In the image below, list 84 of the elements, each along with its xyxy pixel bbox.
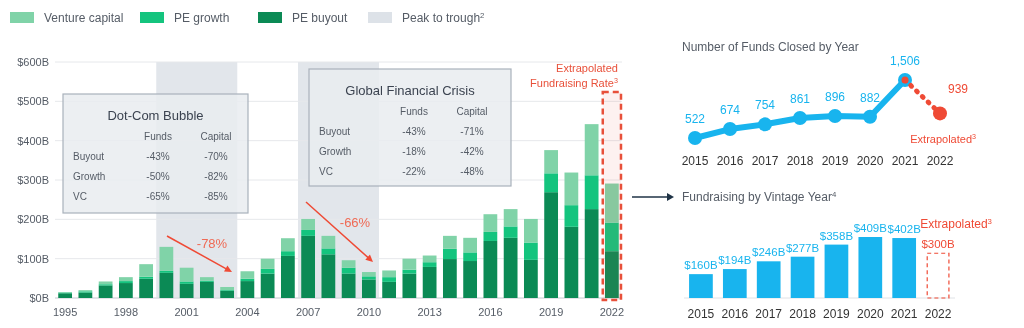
chart-title: Fundraising by Vintage Year$^{4}$ <box>682 189 837 204</box>
x-tick-label: 2017 <box>751 154 779 168</box>
x-tick-label: 2016 <box>721 307 749 321</box>
x-tick-label: 2021 <box>890 307 918 321</box>
category-label: Buyout <box>319 126 351 137</box>
x-tick-label: 2019 <box>538 306 564 318</box>
x-tick-label: 2007 <box>295 306 321 318</box>
series-label: Extrapolated$^{3}$ <box>920 216 992 232</box>
annotation: -78% <box>196 236 228 251</box>
x-tick-label: 2016 <box>716 154 744 168</box>
x-tick-label: 2022 <box>599 306 625 318</box>
y-tick-label: $300B <box>17 173 49 186</box>
x-tick-label: 2020 <box>856 307 884 321</box>
data-label: -48% <box>460 166 484 177</box>
data-label: $409B <box>853 222 888 234</box>
y-tick-label: $500B <box>17 95 49 108</box>
data-label: -42% <box>460 146 484 157</box>
x-tick-label: 1998 <box>113 306 139 318</box>
data-label: -82% <box>204 171 228 182</box>
data-label: -50% <box>146 171 170 182</box>
data-label: $194B <box>718 254 752 267</box>
data-label: $246B <box>752 246 786 259</box>
data-label: 754 <box>754 98 776 113</box>
data-label: 674 <box>719 103 741 118</box>
data-label: -71% <box>460 126 484 137</box>
x-tick-label: 2018 <box>789 307 817 321</box>
legend-label: PE buyout <box>292 11 349 25</box>
legend-label: PE growth <box>174 11 230 25</box>
data-label: -65% <box>146 191 170 202</box>
y-tick-label: $200B <box>17 213 49 226</box>
text: Dot-Com Bubble <box>107 108 204 123</box>
x-tick-label: 2013 <box>417 306 442 318</box>
category-label: VC <box>319 166 333 177</box>
y-tick-label: $600B <box>17 55 49 68</box>
series-label: Funds <box>144 131 172 142</box>
x-tick-label: 2015 <box>687 307 715 321</box>
x-tick-label: 1995 <box>52 306 78 318</box>
data-label: -43% <box>402 126 426 137</box>
data-label: -70% <box>204 151 228 162</box>
category-label: Buyout <box>73 151 105 162</box>
category-label: Growth <box>73 171 106 182</box>
data-label: 861 <box>789 92 811 107</box>
data-label: $277B <box>785 241 820 254</box>
x-tick-label: 2020 <box>856 154 884 168</box>
data-label: $402B <box>887 223 922 236</box>
text: Capital <box>200 131 232 142</box>
x-tick-label: 2021 <box>891 154 919 168</box>
data-label: 1,506 <box>889 54 921 68</box>
x-tick-label: 2017 <box>755 307 783 321</box>
legend-label: Peak to trough$^{2}$ <box>402 10 485 25</box>
data-label: -18% <box>402 146 426 157</box>
x-tick-label: 2022 <box>924 307 952 321</box>
y-tick-label: $0B <box>29 291 49 304</box>
x-tick-label: 2001 <box>174 306 199 318</box>
data-label: 939 <box>948 82 969 97</box>
data-label: 896 <box>824 89 846 104</box>
chart-title: Number of Funds Closed by Year <box>682 40 859 54</box>
x-tick-label: 2010 <box>356 306 382 318</box>
text: Capital <box>456 106 488 117</box>
category-label: VC <box>73 191 87 202</box>
band-label: Extrapolated Fundraising Rate$^{3}$ <box>530 62 618 89</box>
x-tick-label: 2018 <box>786 154 814 168</box>
data-label: -43% <box>146 151 170 162</box>
data-label: $300B <box>921 238 956 251</box>
text: Global Financial Crisis <box>345 83 476 98</box>
data-label: -85% <box>204 191 228 202</box>
x-tick-label: 2019 <box>821 154 849 168</box>
x-tick-label: 2019 <box>823 307 851 321</box>
x-tick-label: 2015 <box>681 154 709 168</box>
x-tick-label: 2022 <box>926 154 954 168</box>
series-label: Funds <box>400 106 428 117</box>
data-label: $160B <box>684 259 718 272</box>
series-label: Extrapolated$^{3}$ <box>910 133 977 146</box>
x-tick-label: 2016 <box>478 306 503 318</box>
data-label: 522 <box>684 112 706 126</box>
y-tick-label: $400B <box>17 134 49 147</box>
data-label: -22% <box>402 166 426 177</box>
category-label: Growth <box>319 146 352 157</box>
y-tick-label: $100B <box>17 252 49 265</box>
x-tick-label: 2004 <box>235 306 260 318</box>
legend-label: Venture capital <box>44 11 124 25</box>
data-label: 882 <box>859 90 881 105</box>
data-label: $358B <box>819 229 854 242</box>
annotation: -66% <box>339 215 371 230</box>
